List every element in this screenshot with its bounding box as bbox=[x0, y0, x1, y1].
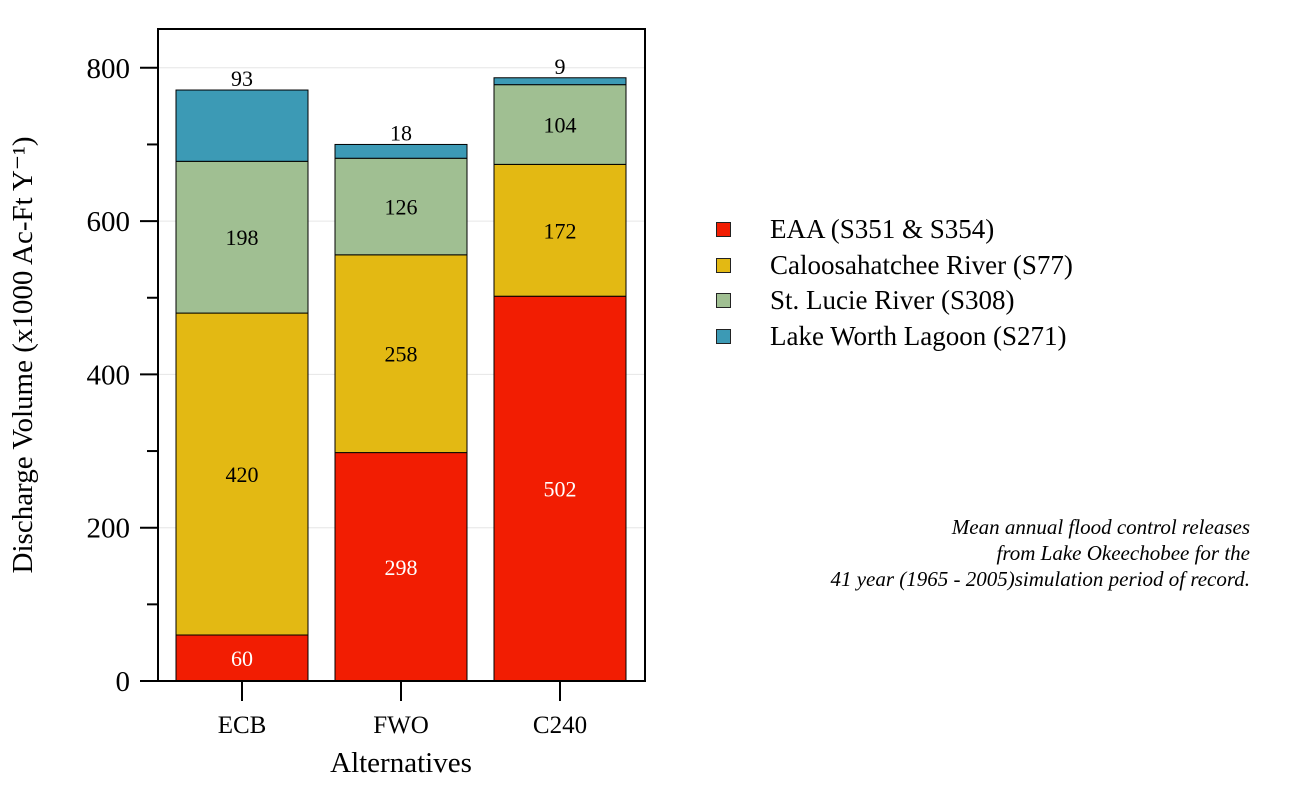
bar-ecb-caloosahatchee bbox=[175, 312, 309, 636]
y-axis-title: Discharge Volume (x1000 Ac-Ft Y⁻¹) bbox=[7, 137, 39, 574]
legend-label-eaa: EAA (S351 & S354) bbox=[770, 214, 995, 245]
y-tick-label-800: 800 bbox=[87, 53, 131, 85]
data-label-ecb-eaa: 60 bbox=[231, 646, 253, 671]
bar-c240-lake bbox=[493, 77, 627, 86]
legend-swatch-eaa bbox=[716, 222, 731, 238]
data-label-c240-eaa: 502 bbox=[544, 477, 577, 502]
data-label-c240-st: 104 bbox=[544, 113, 577, 138]
chart-note: Mean annual flood control releases from … bbox=[830, 514, 1250, 592]
legend-item-st-lucie: St. Lucie River (S308) bbox=[716, 283, 1073, 319]
data-label-fwo-lake: 18 bbox=[390, 120, 412, 145]
x-tick-label-ecb: ECB bbox=[218, 712, 267, 739]
data-label-c240-lake: 9 bbox=[555, 54, 566, 79]
x-tick-label-c240: C240 bbox=[533, 712, 587, 739]
data-label-fwo-st: 126 bbox=[385, 195, 418, 220]
legend-label-st-lucie: St. Lucie River (S308) bbox=[770, 285, 1015, 316]
bar-ecb-st bbox=[175, 160, 309, 314]
y-tick-label-600: 600 bbox=[87, 206, 131, 238]
legend: EAA (S351 & S354) Caloosahatchee River (… bbox=[716, 212, 1073, 354]
x-tick-label-fwo: FWO bbox=[373, 712, 429, 739]
legend-swatch-lake-worth bbox=[716, 328, 731, 344]
y-tick-label-0: 0 bbox=[116, 666, 131, 698]
note-line-1: Mean annual flood control releases bbox=[951, 515, 1250, 539]
bar-c240-caloosahatchee bbox=[493, 163, 627, 297]
legend-swatch-caloosahatchee bbox=[716, 257, 731, 273]
legend-item-lake-worth: Lake Worth Lagoon (S271) bbox=[716, 319, 1073, 355]
bar-ecb-lake bbox=[175, 89, 309, 162]
data-label-c240-caloosahatchee: 172 bbox=[544, 218, 577, 243]
axes: 0 200 400 600 800 ECB FWO C240 bbox=[87, 28, 646, 739]
y-tick-label-200: 200 bbox=[87, 513, 131, 545]
bar-fwo-lake bbox=[334, 143, 468, 159]
legend-item-caloosahatchee: Caloosahatchee River (S77) bbox=[716, 248, 1073, 284]
bar-fwo-eaa bbox=[334, 452, 468, 682]
legend-item-eaa: EAA (S351 & S354) bbox=[716, 212, 1073, 248]
legend-label-lake-worth: Lake Worth Lagoon (S271) bbox=[770, 320, 1067, 351]
data-label-ecb-lake: 93 bbox=[231, 66, 253, 91]
data-label-fwo-eaa: 298 bbox=[385, 555, 418, 580]
data-labels: 60 420 198 93 298 258 126 18 502 172 104 9 bbox=[226, 54, 577, 671]
data-label-ecb-caloosahatchee: 420 bbox=[226, 462, 259, 487]
x-axis-title: Alternatives bbox=[330, 747, 472, 779]
legend-label-caloosahatchee: Caloosahatchee River (S77) bbox=[770, 249, 1073, 280]
bar-c240-eaa bbox=[493, 295, 627, 682]
data-label-ecb-st: 198 bbox=[226, 225, 259, 250]
y-tick-label-400: 400 bbox=[87, 359, 131, 391]
legend-swatch-st-lucie bbox=[716, 293, 731, 309]
note-line-3: 41 year (1965 - 2005)simulation period o… bbox=[830, 567, 1250, 591]
bar-fwo-st bbox=[334, 157, 468, 256]
bars bbox=[175, 77, 627, 682]
bar-c240-st bbox=[493, 84, 627, 165]
data-label-fwo-caloosahatchee: 258 bbox=[385, 342, 418, 367]
bar-ecb-eaa bbox=[175, 634, 309, 682]
note-line-2: from Lake Okeechobee for the bbox=[996, 541, 1250, 565]
bar-fwo-caloosahatchee bbox=[334, 254, 468, 454]
